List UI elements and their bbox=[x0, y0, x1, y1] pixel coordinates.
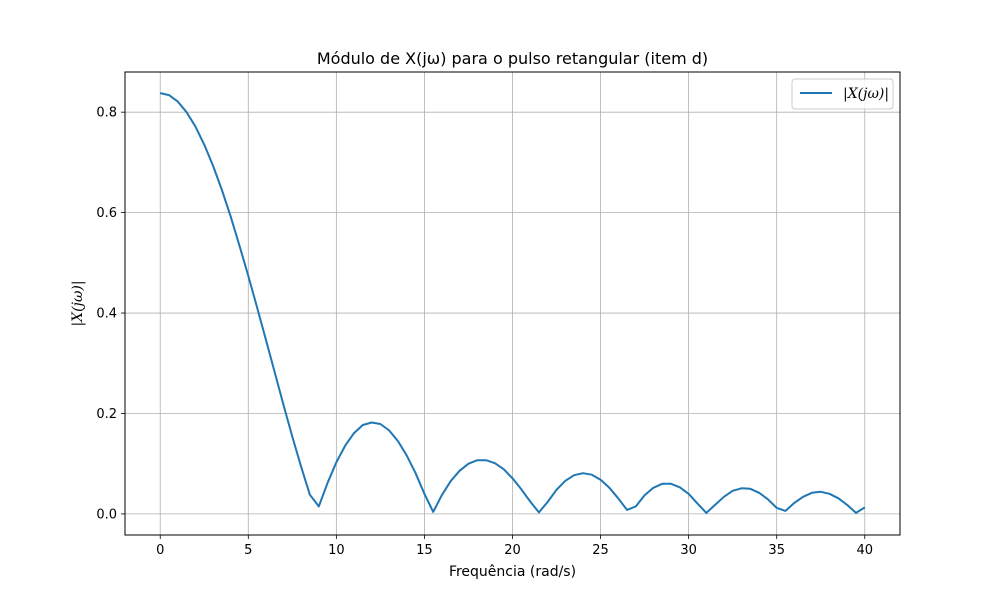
axis-ticks: 0 5 10 15 20 25 30 35 40 0.0 0.2 0.4 0.6 0.8 bbox=[96, 106, 873, 558]
x-axis-label: Frequência (rad/s) bbox=[449, 564, 576, 580]
x-tick-label: 20 bbox=[504, 543, 521, 558]
y-tick-label: 0.8 bbox=[96, 106, 117, 121]
x-tick-label: 15 bbox=[416, 543, 433, 558]
chart-title: Módulo de X(jω) para o pulso retangular … bbox=[317, 49, 708, 68]
x-tick-label: 0 bbox=[156, 543, 164, 558]
series-line bbox=[159, 92, 866, 514]
grid bbox=[125, 72, 900, 535]
x-tick-label: 30 bbox=[680, 543, 697, 558]
y-tick-label: 0.4 bbox=[96, 307, 117, 322]
legend-label: |X(jω)| bbox=[843, 86, 889, 102]
x-tick-label: 40 bbox=[856, 543, 873, 558]
x-tick-label: 25 bbox=[592, 543, 609, 558]
y-axis-label: |X(jω)| bbox=[70, 280, 86, 326]
y-tick-label: 0.6 bbox=[96, 206, 117, 221]
legend-box bbox=[791, 78, 894, 110]
series-layer bbox=[159, 92, 866, 514]
x-tick-label: 10 bbox=[328, 543, 345, 558]
y-tick-label: 0.0 bbox=[96, 507, 117, 522]
legend: |X(jω)| bbox=[791, 78, 894, 110]
y-tick-label: 0.2 bbox=[96, 407, 117, 422]
x-tick-label: 35 bbox=[768, 543, 785, 558]
x-tick-label: 5 bbox=[244, 543, 252, 558]
